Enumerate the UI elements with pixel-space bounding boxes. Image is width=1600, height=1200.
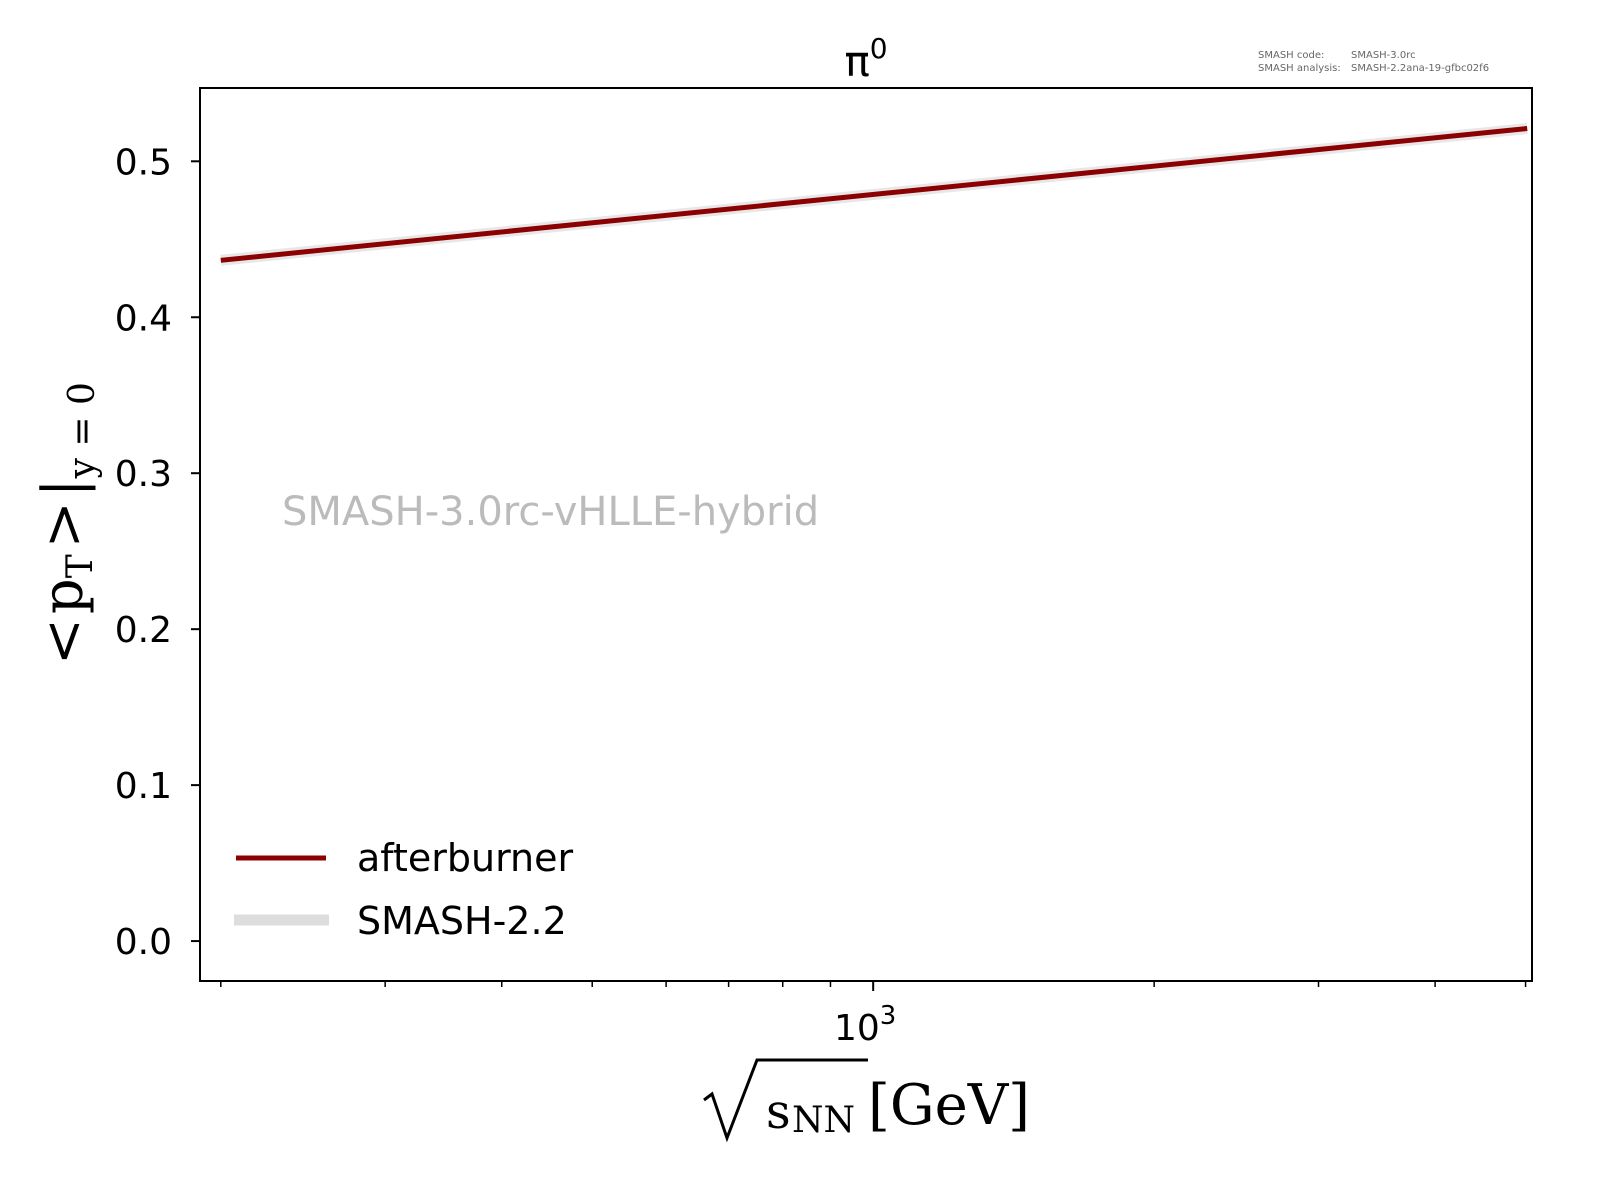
analysis-value: SMASH-2.2ana-19-gfbc02f6 <box>1351 63 1489 74</box>
code-label: SMASH code: <box>1258 50 1324 61</box>
plot-frame <box>199 87 1533 982</box>
code-value: SMASH-3.0rc <box>1351 50 1416 61</box>
series-layer <box>220 123 1528 266</box>
svg-text:NN: NN <box>792 1100 855 1141</box>
analysis-label: SMASH analysis: <box>1258 63 1341 74</box>
y-tick-label: 0.2 <box>115 610 172 651</box>
x-tick-label: 103 <box>834 1001 896 1049</box>
y-tick-label: 0.4 <box>115 298 172 339</box>
svg-text:<pT>|y = 0: <pT>|y = 0 <box>31 382 103 665</box>
sqrt-symbol <box>703 1058 868 1143</box>
x-axis: 103 <box>220 981 1527 1049</box>
svg-text:[GeV]: [GeV] <box>868 1073 1030 1138</box>
y-tick-label: 0.0 <box>115 922 172 963</box>
series-line-afterburner <box>220 126 1528 263</box>
y-axis-label: <pT>|y = 0 <box>31 382 103 665</box>
y-tick-label: 0.1 <box>115 766 172 807</box>
y-tick-label: 0.3 <box>115 454 172 495</box>
legend-label-afterburner: afterburner <box>357 836 574 880</box>
legend-label-smash22: SMASH-2.2 <box>357 899 567 943</box>
chart-title: π0 <box>844 32 887 86</box>
annotation: SMASH-3.0rc-vHLLE-hybrid <box>282 489 819 535</box>
x-axis-label: s NN [GeV] <box>703 1058 1030 1143</box>
svg-text:s: s <box>766 1084 791 1140</box>
y-tick-label: 0.5 <box>115 142 172 183</box>
y-axis: 0.0 0.1 0.2 0.3 0.4 0.5 <box>115 142 200 963</box>
version-info: SMASH code: SMASH-3.0rc SMASH analysis: … <box>1258 50 1489 74</box>
legend: afterburner SMASH-2.2 <box>234 836 574 943</box>
